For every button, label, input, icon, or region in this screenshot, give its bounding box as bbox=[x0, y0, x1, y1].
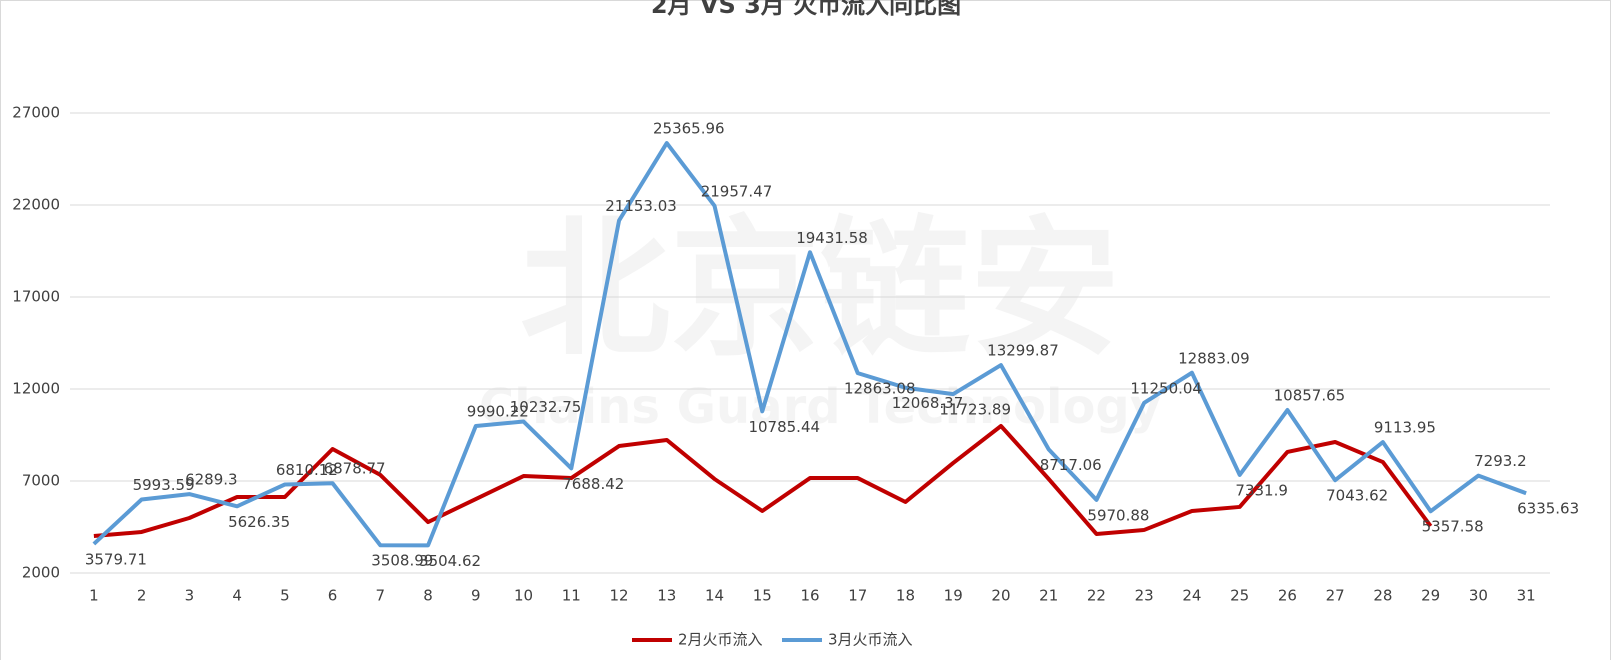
x-tick-label: 25 bbox=[1230, 587, 1249, 605]
data-label: 11723.89 bbox=[939, 401, 1011, 419]
x-tick-label: 31 bbox=[1517, 587, 1536, 605]
y-tick-label: 27000 bbox=[12, 104, 60, 122]
x-tick-label: 18 bbox=[896, 587, 915, 605]
data-label: 12883.09 bbox=[1178, 349, 1250, 367]
x-tick-label: 6 bbox=[328, 587, 338, 605]
x-tick-label: 28 bbox=[1373, 587, 1392, 605]
series-line bbox=[93, 423, 1433, 539]
x-tick-label: 20 bbox=[991, 587, 1010, 605]
x-tick-label: 29 bbox=[1421, 587, 1440, 605]
data-label: 9990.22 bbox=[467, 402, 529, 420]
data-label: 10857.65 bbox=[1274, 387, 1346, 405]
x-tick-label: 4 bbox=[232, 587, 242, 605]
x-tick-label: 16 bbox=[800, 587, 819, 605]
data-label: 21957.47 bbox=[701, 182, 773, 200]
data-label: 12068.37 bbox=[892, 394, 964, 412]
y-tick-label: 2000 bbox=[22, 564, 60, 582]
data-label: 10785.44 bbox=[748, 418, 820, 436]
watermark: 北京链安 bbox=[520, 203, 1120, 377]
x-tick-label: 27 bbox=[1326, 587, 1345, 605]
y-tick-label: 17000 bbox=[12, 288, 60, 306]
data-label: 10232.75 bbox=[510, 398, 582, 416]
data-label: 6289.3 bbox=[185, 471, 238, 489]
legend-label: 3月火币流入 bbox=[828, 631, 913, 649]
x-tick-label: 10 bbox=[514, 587, 533, 605]
data-label: 13299.87 bbox=[987, 342, 1059, 360]
x-tick-label: 12 bbox=[609, 587, 628, 605]
data-label: 6810.12 bbox=[276, 461, 338, 479]
x-tick-label: 24 bbox=[1182, 587, 1201, 605]
x-tick-label: 21 bbox=[1039, 587, 1058, 605]
y-tick-label: 22000 bbox=[12, 196, 60, 214]
data-label: 6878.77 bbox=[324, 460, 386, 478]
x-tick-label: 19 bbox=[944, 587, 963, 605]
x-tick-label: 7 bbox=[376, 587, 386, 605]
x-tick-label: 30 bbox=[1469, 587, 1488, 605]
x-tick-label: 23 bbox=[1135, 587, 1154, 605]
data-label: 5626.35 bbox=[228, 513, 290, 531]
watermark-sub: Chains Guard Technology bbox=[479, 379, 1161, 435]
x-tick-label: 22 bbox=[1087, 587, 1106, 605]
x-tick-label: 14 bbox=[705, 587, 724, 605]
x-tick-label: 3 bbox=[185, 587, 195, 605]
x-tick-label: 17 bbox=[848, 587, 867, 605]
chart-title: 2月 VS 3月 火币流入同比图 bbox=[651, 0, 961, 19]
y-tick-label: 12000 bbox=[12, 380, 60, 398]
y-tick-label: 7000 bbox=[22, 472, 60, 490]
x-tick-label: 9 bbox=[471, 587, 481, 605]
x-tick-label: 8 bbox=[423, 587, 433, 605]
data-label: 8717.06 bbox=[1040, 456, 1102, 474]
data-label: 7293.2 bbox=[1474, 452, 1527, 470]
series-line bbox=[92, 141, 1527, 548]
data-label: 19431.58 bbox=[796, 229, 868, 247]
data-label: 5993.59 bbox=[133, 476, 195, 494]
data-label: 11250.04 bbox=[1130, 379, 1202, 397]
legend-label: 2月火币流入 bbox=[678, 631, 763, 649]
data-label: 12863.08 bbox=[844, 380, 916, 398]
data-label: 3579.71 bbox=[85, 550, 147, 568]
x-tick-label: 15 bbox=[753, 587, 772, 605]
data-label: 7331.9 bbox=[1235, 481, 1288, 499]
x-tick-label: 26 bbox=[1278, 587, 1297, 605]
x-tick-label: 1 bbox=[89, 587, 99, 605]
data-label: 21153.03 bbox=[605, 197, 677, 215]
x-tick-label: 2 bbox=[137, 587, 147, 605]
x-tick-label: 11 bbox=[562, 587, 581, 605]
data-label: 6335.63 bbox=[1517, 500, 1579, 518]
data-label: 5357.58 bbox=[1422, 518, 1484, 536]
data-label: 7043.62 bbox=[1326, 487, 1388, 505]
data-label: 3504.62 bbox=[419, 552, 481, 570]
x-tick-label: 13 bbox=[657, 587, 676, 605]
data-label: 3508.99 bbox=[371, 552, 433, 570]
data-label: 5970.88 bbox=[1087, 506, 1149, 524]
x-tick-label: 5 bbox=[280, 587, 290, 605]
data-label: 9113.95 bbox=[1374, 419, 1436, 437]
data-label: 7688.42 bbox=[562, 475, 624, 493]
data-label: 25365.96 bbox=[653, 120, 725, 138]
